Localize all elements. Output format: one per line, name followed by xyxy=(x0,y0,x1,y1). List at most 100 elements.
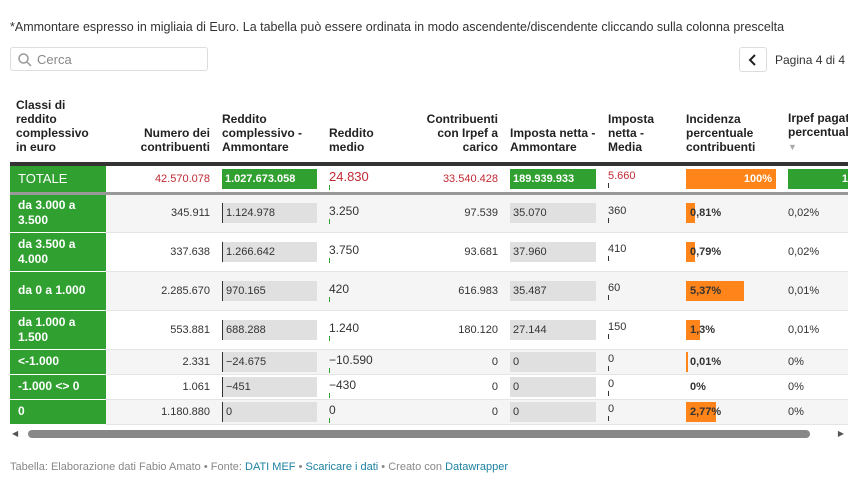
bar-irpef-pct: 100% xyxy=(788,168,848,189)
imposta-media-value: 60 xyxy=(608,282,674,300)
cell-contribuenti-irpef: 0 xyxy=(399,349,504,375)
cell-reddito-medio: 0 xyxy=(323,399,399,425)
source-link[interactable]: DATI MEF xyxy=(245,461,296,473)
bar-imposta-ammontare: 0 xyxy=(510,401,596,422)
cell-imposta-media: 60 xyxy=(602,271,680,311)
cell-incidenza: 5,37% xyxy=(680,271,782,311)
bar-imposta-ammontare: 35.487 xyxy=(510,280,596,301)
cell-imposta-ammontare: 35.487 xyxy=(504,271,602,311)
incidenza-text: 0,79% xyxy=(690,245,722,258)
reddito-medio-text: 0 xyxy=(329,402,336,417)
column-header-classi[interactable]: Classi di reddito complessivo in euro xyxy=(10,96,106,166)
bar-imposta-ammontare: 189.939.933 xyxy=(510,168,596,189)
bar-reddito-ammontare: 1.266.642 xyxy=(222,241,317,262)
cell-reddito-ammontare: 688.288 xyxy=(216,310,323,350)
data-table: Classi di reddito complessivo in euro Nu… xyxy=(10,96,848,425)
column-header-contribuenti-irpef[interactable]: Contribuenti con Irpef a carico xyxy=(399,96,504,166)
cell-imposta-media: 360 xyxy=(602,193,680,233)
bar-imposta-ammontare: 35.070 xyxy=(510,203,596,223)
imposta-media-value: 410 xyxy=(608,243,674,261)
imposta-media-text: 0 xyxy=(608,378,615,390)
imposta-media-tick xyxy=(608,183,609,189)
imposta-media-value: 0 xyxy=(608,403,674,421)
imposta-media-value: 150 xyxy=(608,321,674,339)
column-header-reddito-medio[interactable]: Reddito medio xyxy=(323,96,399,166)
table-row-total: TOTALE 42.570.078 1.027.673.058 24.830 3… xyxy=(10,164,848,195)
column-header-numero[interactable]: Numero dei contribuenti xyxy=(106,96,216,166)
search-input[interactable] xyxy=(37,50,202,68)
reddito-medio-tick xyxy=(329,335,330,341)
cell-irpef-pct: 0% xyxy=(782,399,848,425)
download-data-link[interactable]: Scaricare i dati xyxy=(305,461,379,473)
cell-reddito-ammontare: −451 xyxy=(216,374,323,400)
imposta-media-value: 5.660 xyxy=(608,170,674,189)
reddito-medio-value: 0 xyxy=(329,402,393,423)
column-header-reddito-ammontare[interactable]: Reddito complessivo - Ammontare xyxy=(216,96,323,166)
column-header-incidenza[interactable]: Incidenza percentuale contribuenti xyxy=(680,96,782,166)
bar-reddito-ammontare: −24.675 xyxy=(222,351,317,372)
cell-reddito-ammontare: 0 xyxy=(216,399,323,425)
cell-reddito-medio: 1.240 xyxy=(323,310,399,350)
cell-contribuenti-irpef: 33.540.428 xyxy=(399,164,504,195)
incidenza-text: 1,3% xyxy=(690,323,716,336)
column-header-imposta-ammontare[interactable]: Imposta netta - Ammontare xyxy=(504,96,602,166)
data-table-container[interactable]: Classi di reddito complessivo in euro Nu… xyxy=(10,96,848,426)
bar-incidenza: 5,37% xyxy=(686,280,776,301)
incidenza-fill xyxy=(686,203,695,223)
previous-page-button[interactable] xyxy=(739,47,767,72)
cell-numero: 2.331 xyxy=(106,349,216,375)
reddito-medio-tick xyxy=(329,184,330,190)
reddito-medio-text: 3.750 xyxy=(329,242,360,257)
table-row: da 3.000 a 3.500 345.911 1.124.978 3.250 97.… xyxy=(10,193,848,233)
row-class-label: <-1.000 xyxy=(10,349,106,375)
reddito-medio-text: −430 xyxy=(329,377,357,392)
cell-reddito-ammontare: 1.027.673.058 xyxy=(216,164,323,195)
bar-reddito-ammontare: 688.288 xyxy=(222,319,317,340)
bar-reddito-ammontare: 970.165 xyxy=(222,280,317,301)
cell-irpef-pct: 0% xyxy=(782,374,848,400)
imposta-media-value: 0 xyxy=(608,353,674,371)
search-icon xyxy=(18,53,32,67)
imposta-media-value: 0 xyxy=(608,378,674,396)
imposta-media-text: 5.660 xyxy=(608,170,636,183)
table-row: da 3.500 a 4.000 337.638 1.266.642 3.750 93.… xyxy=(10,232,848,272)
imposta-media-text: 150 xyxy=(608,321,627,333)
cell-irpef-pct: 0,02% xyxy=(782,193,848,233)
cell-irpef-pct: 0% xyxy=(782,349,848,375)
bar-imposta-ammontare: 0 xyxy=(510,351,596,372)
column-header-irpef-pct[interactable]: Irpef pagata in percentual ▼ xyxy=(782,96,848,166)
search-box[interactable] xyxy=(10,47,208,71)
cell-reddito-medio: 24.830 xyxy=(323,164,399,195)
row-class-label: da 3.500 a 4.000 xyxy=(10,232,106,272)
cell-reddito-medio: 420 xyxy=(323,271,399,311)
footer-sep: • Creato con xyxy=(378,461,446,473)
row-class-label: 0 xyxy=(10,399,106,425)
sort-descending-icon: ▼ xyxy=(788,142,797,152)
cell-incidenza: 0% xyxy=(680,374,782,400)
cell-reddito-medio: −10.590 xyxy=(323,349,399,375)
table-row: -1.000 <> 0 1.061 −451 −430 0 0 0 0% 0% xyxy=(10,374,848,400)
cell-numero: 42.570.078 xyxy=(106,164,216,195)
scroll-left-icon[interactable]: ◀ xyxy=(12,429,19,438)
cell-imposta-media: 0 xyxy=(602,399,680,425)
cell-reddito-medio: 3.750 xyxy=(323,232,399,272)
reddito-medio-tick xyxy=(329,417,330,423)
reddito-medio-tick xyxy=(329,392,330,398)
cell-imposta-media: 5.660 xyxy=(602,164,680,195)
chevron-left-icon xyxy=(748,54,756,66)
incidenza-fill xyxy=(686,280,744,301)
horizontal-scrollbar[interactable]: ◀ ▶ xyxy=(10,428,846,440)
reddito-medio-text: 24.830 xyxy=(329,168,369,184)
reddito-medio-text: 3.250 xyxy=(329,204,360,218)
imposta-media-text: 410 xyxy=(608,243,627,255)
datawrapper-link[interactable]: Datawrapper xyxy=(445,461,509,473)
scroll-right-icon[interactable]: ▶ xyxy=(837,429,844,438)
incidenza-fill xyxy=(686,241,695,262)
column-header-imposta-media[interactable]: Imposta netta - Media xyxy=(602,96,680,166)
column-header-irpef-pct-label: Irpef pagata in percentual xyxy=(788,111,848,139)
imposta-media-tick xyxy=(608,366,609,371)
bar-reddito-ammontare: 0 xyxy=(222,401,317,422)
bar-reddito-ammontare: 1.124.978 xyxy=(222,203,317,223)
reddito-medio-tick xyxy=(329,296,330,302)
scrollbar-thumb[interactable] xyxy=(28,430,810,438)
